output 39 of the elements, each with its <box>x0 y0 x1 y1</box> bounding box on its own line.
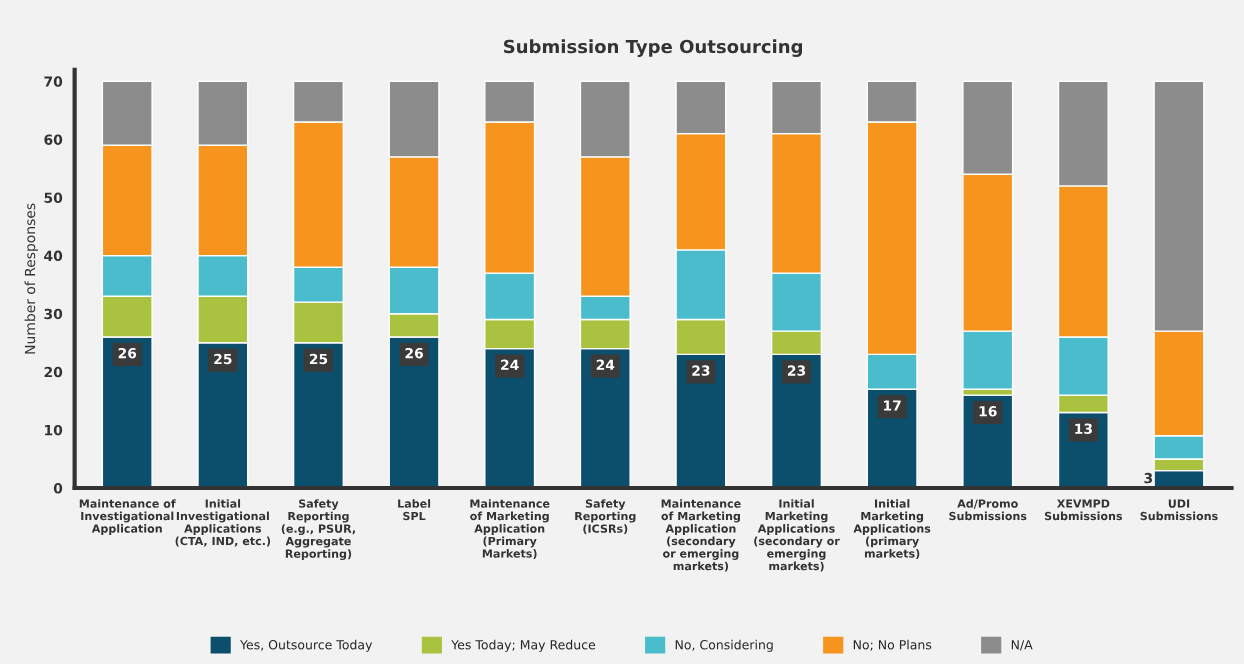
data-label: 23 <box>692 365 710 376</box>
x-tick-label: XEVMPD Submissions <box>1044 499 1123 521</box>
y-tick-label: 10 <box>45 424 63 436</box>
data-label: 17 <box>884 400 901 411</box>
y-tick-label: 20 <box>44 366 63 378</box>
legend-label: Yes, Outsource Today <box>240 639 373 652</box>
x-tick-label: UDI Submissions <box>1140 499 1218 521</box>
x-tick-label: Ad/Promo Submissions <box>949 499 1027 521</box>
data-label: 25 <box>214 353 232 365</box>
x-tick-label: Maintenance of Marketing Application (Primary Markets) <box>470 499 550 559</box>
legend-label: No; No Plans <box>853 639 932 651</box>
data-label: 16 <box>979 406 997 417</box>
legend-label: No, Considering <box>675 639 773 652</box>
data-label: 3 <box>1144 472 1153 484</box>
legend-label: Yes Today; May Reduce <box>451 639 596 652</box>
x-tick-label: Initial Marketing Applications (secondary or emerging markets) <box>754 499 840 572</box>
y-tick-label: 0 <box>53 483 63 494</box>
x-tick-label: Maintenance of Investigational Application <box>79 499 176 535</box>
x-tick-label: Safety Reporting (ICSRs) <box>575 499 636 535</box>
x-tick-label: Initial Marketing Applications (primary markets) <box>853 499 931 559</box>
x-tick-label: Maintenance of Marketing Application (secondary or emerging markets) <box>661 499 741 572</box>
data-label: 24 <box>596 359 615 370</box>
data-label: 25 <box>309 353 328 365</box>
x-tick-label: Safety Reporting (e.g., PSUR, Aggregate Reporting) <box>281 499 355 561</box>
y-axis-title: Number of Responses <box>24 203 38 354</box>
data-label: 26 <box>118 347 137 359</box>
x-tick-label: Label SPL <box>398 499 431 521</box>
y-tick-label: 50 <box>44 192 63 204</box>
x-tick-label: Initial Investigational Applications (CTA, IND, etc.) <box>175 499 271 547</box>
legend-label: N/A <box>1011 640 1033 651</box>
chart-title: Submission Type Outsourcing <box>503 39 802 57</box>
data-label: 24 <box>501 359 519 370</box>
y-tick-label: 60 <box>44 134 63 145</box>
data-label: 23 <box>787 365 806 376</box>
data-label: 26 <box>405 347 423 359</box>
y-tick-label: 30 <box>44 308 63 320</box>
data-label: 13 <box>1075 423 1092 434</box>
y-tick-label: 40 <box>44 250 63 262</box>
y-tick-label: 70 <box>44 76 63 87</box>
